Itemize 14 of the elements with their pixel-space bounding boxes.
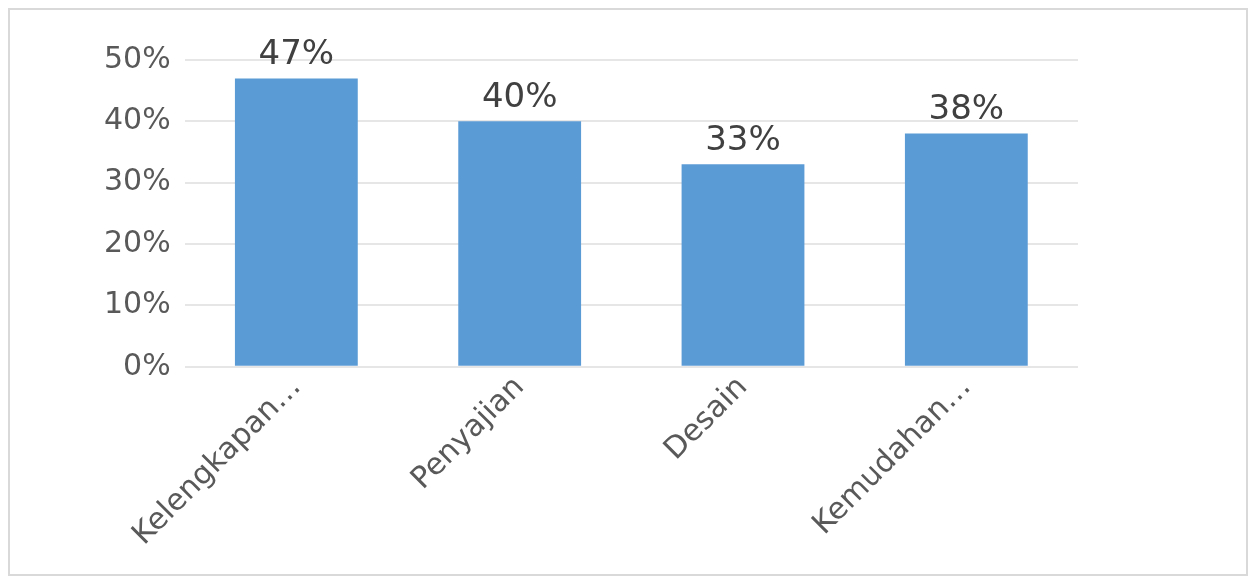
y-tick-label: 0% xyxy=(123,346,171,382)
data-label: 40% xyxy=(481,75,558,116)
bar xyxy=(234,78,358,366)
y-tick-label: 20% xyxy=(103,223,171,259)
y-tick-label: 10% xyxy=(103,285,171,321)
bar xyxy=(904,133,1028,366)
data-label: 47% xyxy=(258,32,335,73)
y-tick-label: 30% xyxy=(103,162,171,198)
y-tick-label: 40% xyxy=(103,101,171,137)
data-label: 38% xyxy=(928,87,1005,128)
y-tick-label: 50% xyxy=(103,39,171,75)
data-label: 33% xyxy=(705,118,781,159)
bar xyxy=(681,164,805,366)
bar xyxy=(458,121,582,366)
